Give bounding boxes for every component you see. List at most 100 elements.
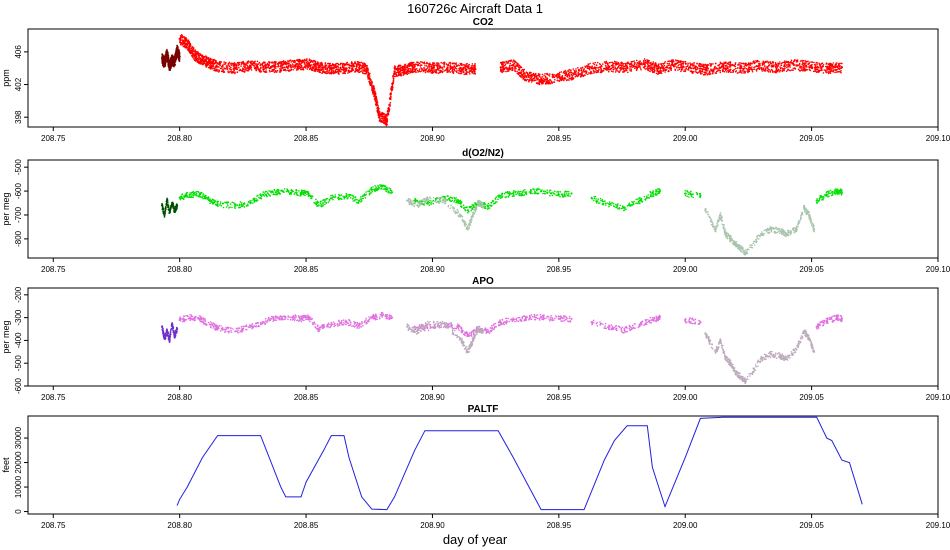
data-point <box>405 66 408 69</box>
data-point <box>364 64 366 66</box>
data-point <box>199 61 202 63</box>
data-point <box>578 70 581 72</box>
data-point <box>766 65 768 68</box>
data-point <box>733 64 735 67</box>
data-point <box>443 69 446 72</box>
data-point <box>247 70 249 72</box>
data-point <box>404 70 406 73</box>
data-point <box>296 68 299 70</box>
data-point <box>671 61 674 64</box>
data-point <box>313 64 316 66</box>
data-point <box>465 71 468 73</box>
data-point <box>638 60 640 63</box>
data-point <box>768 64 770 67</box>
data-point <box>359 61 361 64</box>
data-point <box>471 70 473 73</box>
data-point <box>432 62 434 64</box>
data-point <box>343 63 345 65</box>
data-point <box>280 69 283 72</box>
data-point <box>329 62 332 65</box>
data-point <box>302 67 304 69</box>
data-point <box>770 62 772 65</box>
data-point <box>636 63 638 66</box>
data-point <box>515 64 518 67</box>
data-point <box>334 72 336 74</box>
data-point <box>324 72 327 74</box>
data-point <box>777 62 779 64</box>
data-point <box>570 71 572 73</box>
data-point <box>616 67 618 70</box>
data-point <box>294 65 297 68</box>
data-point <box>689 70 692 73</box>
data-point <box>429 65 431 68</box>
data-point <box>468 71 470 74</box>
data-point <box>519 67 521 69</box>
data-point <box>245 64 247 66</box>
data-point <box>614 62 616 65</box>
data-point <box>626 65 629 67</box>
x-tick-label: 209.00 <box>673 134 698 143</box>
data-point <box>797 68 800 71</box>
data-point <box>290 68 293 71</box>
data-point <box>276 62 279 65</box>
data-point <box>790 62 792 64</box>
data-point <box>284 60 287 63</box>
data-point <box>453 69 456 72</box>
data-point <box>809 69 812 72</box>
data-point <box>829 68 832 71</box>
data-point <box>398 70 401 73</box>
data-point <box>182 42 185 45</box>
data-point <box>290 61 293 63</box>
data-point <box>696 66 699 69</box>
data-point <box>813 61 815 64</box>
data-point <box>818 69 821 71</box>
data-point <box>749 68 751 70</box>
data-point <box>587 73 589 76</box>
data-point <box>638 66 640 68</box>
data-point <box>777 68 780 71</box>
data-point <box>194 60 197 62</box>
data-point <box>682 65 684 68</box>
data-point <box>816 65 819 68</box>
data-point <box>199 57 202 59</box>
data-point <box>374 103 377 105</box>
data-point <box>162 64 164 67</box>
data-point <box>372 89 374 91</box>
data-point <box>346 61 349 64</box>
data-point <box>309 67 311 70</box>
data-point <box>460 69 463 72</box>
data-point <box>383 113 385 115</box>
data-point <box>654 64 656 67</box>
data-point <box>209 67 211 69</box>
data-point <box>580 69 583 71</box>
data-point <box>324 62 327 65</box>
data-point <box>761 70 763 72</box>
data-point <box>779 61 781 63</box>
data-point <box>508 66 511 68</box>
data-point <box>230 69 233 71</box>
data-point <box>238 63 240 65</box>
x-tick-label: 208.80 <box>167 134 192 143</box>
data-point <box>835 62 837 65</box>
data-point <box>726 65 728 67</box>
data-point <box>798 69 801 72</box>
data-point <box>606 66 609 69</box>
data-point <box>309 65 312 68</box>
data-point <box>235 68 238 70</box>
data-point <box>423 67 426 69</box>
data-point <box>209 57 212 60</box>
data-point <box>250 62 252 64</box>
data-point <box>387 112 390 115</box>
data-point <box>169 66 172 69</box>
data-point <box>397 75 399 77</box>
data-point <box>378 120 381 122</box>
data-point <box>178 58 180 61</box>
data-point <box>273 68 276 71</box>
data-point <box>829 62 831 65</box>
y-tick-label: 398 <box>14 110 23 124</box>
data-point <box>368 75 371 77</box>
data-point <box>693 62 696 64</box>
data-point <box>612 66 615 69</box>
data-point <box>240 63 243 65</box>
data-point <box>644 59 647 62</box>
